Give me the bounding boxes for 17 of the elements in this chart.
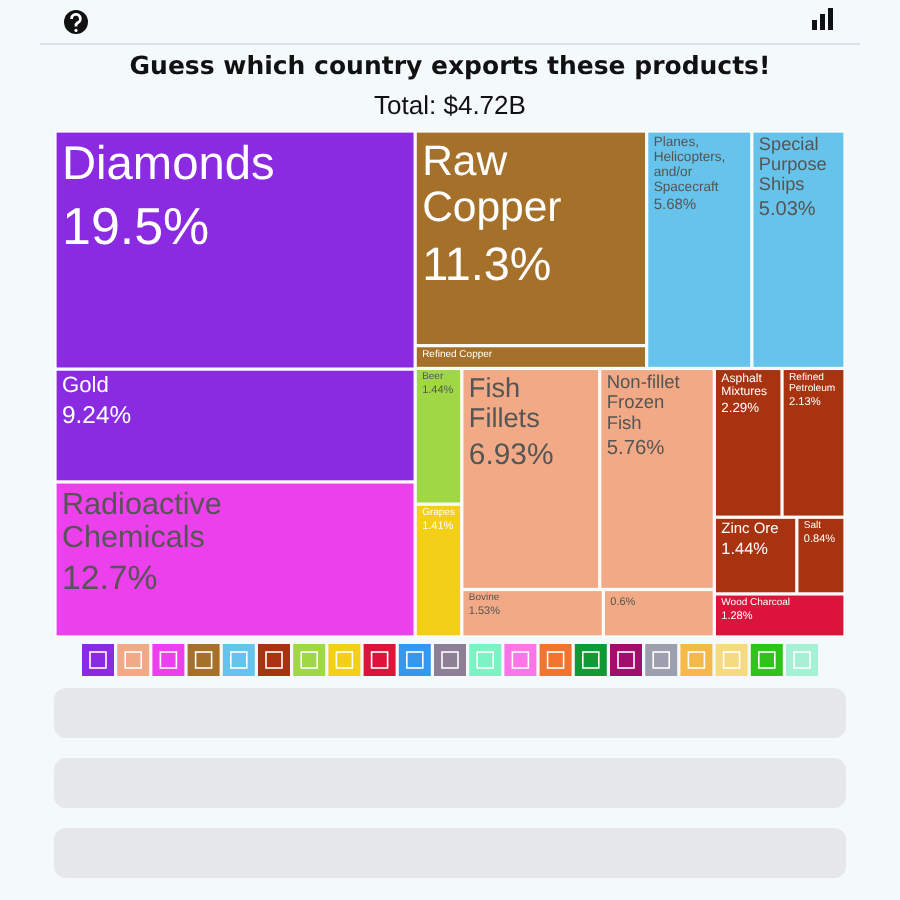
data-label: 6.93% xyxy=(468,437,554,472)
text: Total: $4.72B xyxy=(374,90,526,120)
category-label: Fish Fillets xyxy=(468,372,541,433)
category-label: Gold xyxy=(62,374,109,399)
category-label: Raw Copper xyxy=(422,136,562,232)
category-label: Special Purpose Ships xyxy=(758,134,827,195)
category-label: Non-fillet Frozen Fish xyxy=(606,371,681,433)
data-label: 11.3% xyxy=(422,237,552,290)
category-label: Diamonds xyxy=(62,139,275,192)
data-label: 1.44% xyxy=(721,539,770,558)
data-label: 5.03% xyxy=(758,199,816,222)
text: Guess which country exports these products! xyxy=(129,50,771,80)
category-label: Radioactive Chemicals xyxy=(62,487,222,556)
data-label: 5.76% xyxy=(606,438,665,461)
data-label: 9.24% xyxy=(62,400,132,429)
data-label: 19.5% xyxy=(62,196,210,257)
data-label: 12.7% xyxy=(62,559,158,598)
